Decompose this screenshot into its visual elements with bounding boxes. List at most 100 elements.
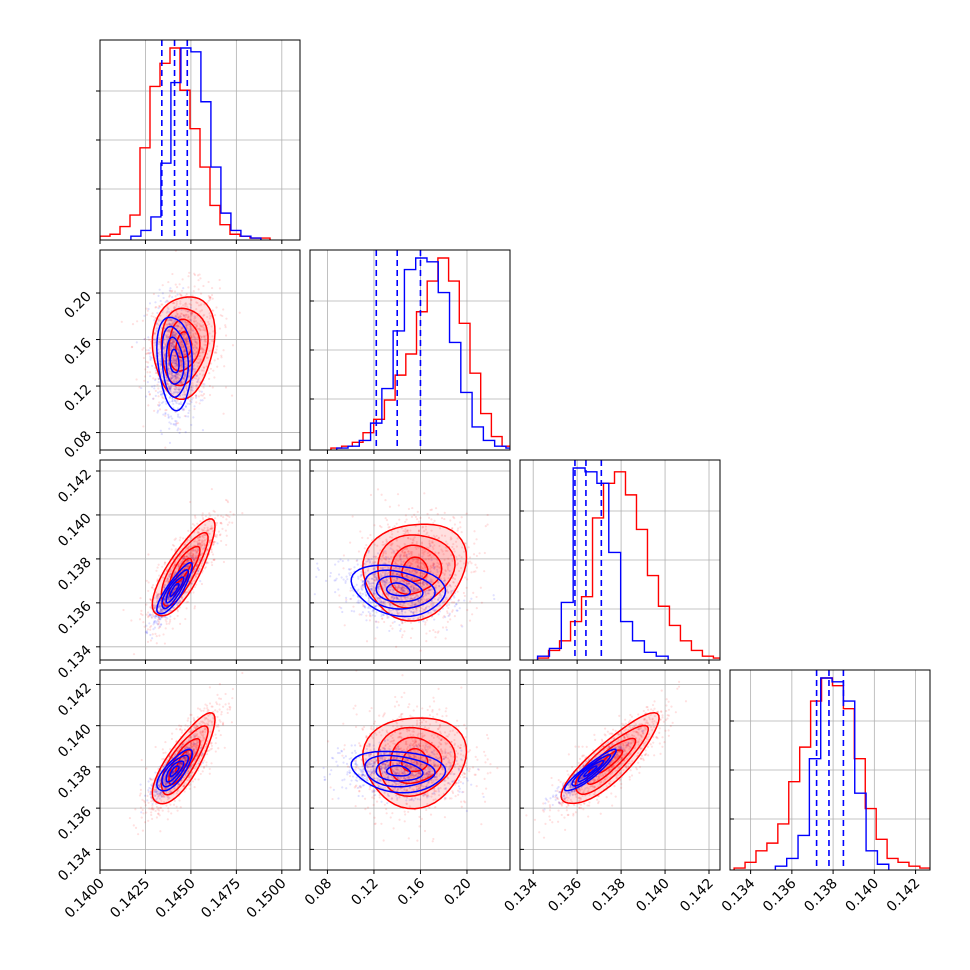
scatter-point	[185, 315, 188, 318]
scatter-point	[182, 409, 185, 412]
scatter-point	[208, 323, 211, 326]
scatter-point	[472, 570, 475, 573]
scatter-point	[191, 396, 195, 400]
scatter-point	[196, 522, 199, 525]
scatter-point	[443, 511, 446, 514]
scatter-point	[192, 368, 195, 371]
scatter-point	[179, 359, 182, 362]
scatter-point	[187, 315, 191, 318]
scatter-point	[175, 333, 178, 336]
scatter-point	[180, 358, 183, 361]
scatter-point	[159, 357, 162, 361]
scatter-point	[196, 322, 199, 325]
scatter-point	[441, 626, 445, 629]
scatter-point	[380, 526, 383, 529]
scatter-point	[215, 306, 218, 309]
scatter-point	[170, 341, 173, 344]
scatter-point	[154, 378, 157, 382]
scatter-point	[178, 329, 182, 333]
scatter-point	[212, 369, 215, 372]
scatter-point	[164, 618, 167, 621]
scatter-point	[147, 351, 151, 354]
scatter-point	[180, 312, 183, 315]
scatter-point	[185, 601, 188, 604]
scatter-point	[183, 408, 186, 411]
scatter-point	[160, 368, 163, 371]
scatter-point	[192, 346, 195, 349]
scatter-point	[200, 346, 203, 349]
scatter-point	[203, 567, 207, 570]
scatter-point	[168, 396, 171, 400]
scatter-point	[141, 319, 144, 322]
scatter-point	[161, 284, 164, 287]
scatter-point	[170, 377, 174, 380]
scatter-point	[170, 342, 174, 346]
scatter-point	[470, 597, 473, 600]
scatter-point	[195, 346, 198, 350]
scatter-point	[171, 400, 174, 403]
scatter-point	[462, 591, 465, 595]
scatter-point	[200, 369, 203, 372]
scatter-point	[174, 335, 177, 338]
scatter-point	[201, 325, 204, 328]
scatter-point	[170, 548, 173, 551]
scatter-point	[149, 628, 152, 631]
scatter-point	[182, 314, 186, 318]
scatter-point	[192, 352, 195, 355]
scatter-point	[164, 343, 167, 346]
scatter-point	[178, 377, 181, 380]
scatter-point	[474, 563, 477, 566]
scatter-point	[432, 629, 435, 632]
scatter-point	[165, 336, 168, 340]
scatter-point	[193, 607, 196, 610]
scatter-point	[178, 353, 181, 356]
y-tick-label: 0.134	[55, 642, 95, 682]
scatter-point	[172, 423, 175, 426]
scatter-point	[180, 360, 184, 363]
scatter-point	[206, 356, 209, 359]
scatter-point	[209, 314, 212, 317]
scatter-point	[374, 614, 377, 618]
scatter-point	[163, 355, 167, 358]
scatter-point	[189, 355, 192, 358]
scatter-point	[483, 570, 486, 573]
scatter-point	[151, 397, 155, 400]
scatter-point	[174, 377, 177, 380]
scatter-point	[174, 307, 177, 310]
scatter-point	[169, 287, 172, 290]
scatter-point	[317, 568, 321, 572]
scatter-point	[175, 310, 178, 313]
scatter-point	[179, 294, 183, 297]
scatter-point	[178, 351, 181, 354]
scatter-point	[190, 319, 193, 322]
scatter-point	[398, 623, 401, 627]
scatter-point	[449, 618, 452, 621]
scatter-point	[213, 314, 217, 317]
scatter-point	[152, 315, 155, 318]
scatter-point	[164, 409, 167, 412]
scatter-point	[218, 327, 222, 330]
scatter-point	[165, 378, 168, 381]
scatter-point	[182, 335, 185, 338]
scatter-point	[194, 316, 197, 319]
scatter-point	[195, 341, 198, 344]
scatter-point	[484, 524, 487, 528]
scatter-point	[190, 526, 193, 529]
scatter-point	[376, 626, 379, 629]
scatter-point	[366, 537, 369, 540]
scatter-point	[203, 383, 206, 386]
scatter-point	[205, 356, 208, 359]
scatter-point	[399, 627, 403, 631]
scatter-point	[171, 358, 175, 361]
scatter-point	[170, 345, 173, 348]
scatter-point	[447, 606, 450, 610]
scatter-point	[168, 620, 172, 623]
scatter-point	[213, 376, 216, 379]
scatter-point	[193, 273, 197, 277]
scatter-point	[384, 517, 387, 520]
scatter-point	[182, 345, 185, 348]
scatter-point	[158, 403, 161, 406]
scatter-point	[231, 521, 234, 524]
scatter-point	[167, 361, 170, 364]
scatter-point	[185, 325, 188, 328]
